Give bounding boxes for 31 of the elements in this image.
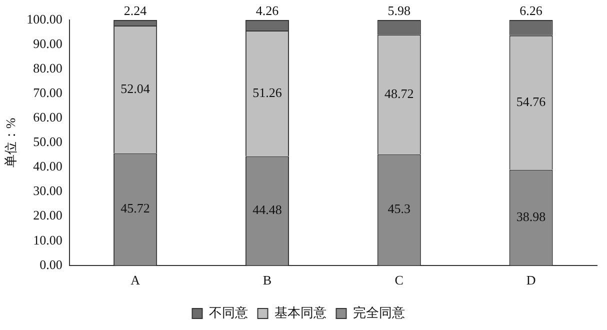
data-label: 44.48 bbox=[252, 202, 282, 218]
y-tick-label: 10.00 bbox=[33, 232, 62, 248]
y-axis-title: 单位：% bbox=[3, 118, 18, 168]
y-tick-label: 50.00 bbox=[33, 134, 62, 150]
x-tick-label: D bbox=[526, 272, 536, 288]
data-label: 51.26 bbox=[252, 84, 282, 100]
legend-label: 完全同意 bbox=[352, 304, 405, 320]
data-label: 4.26 bbox=[256, 2, 280, 18]
x-tick-label: B bbox=[262, 272, 272, 288]
data-label: 6.26 bbox=[520, 2, 543, 18]
data-label: 45.72 bbox=[120, 200, 150, 216]
x-tick-label: A bbox=[130, 272, 141, 288]
legend-label: 不同意 bbox=[208, 304, 248, 320]
y-tick-label: 80.00 bbox=[33, 60, 62, 76]
data-label: 48.72 bbox=[384, 86, 414, 101]
y-tick-label: 70.00 bbox=[33, 85, 62, 100]
data-label: 52.04 bbox=[120, 80, 150, 96]
y-tick-label: 20.00 bbox=[33, 208, 62, 223]
data-label: 5.98 bbox=[388, 2, 411, 18]
y-tick-label: 0.00 bbox=[40, 256, 62, 272]
y-tick-label: 90.00 bbox=[33, 36, 62, 51]
legend-label: 基本同意 bbox=[274, 304, 326, 320]
y-tick-label: 60.00 bbox=[33, 110, 62, 125]
data-label: 2.24 bbox=[124, 2, 148, 18]
y-tick-label: 40.00 bbox=[33, 158, 62, 174]
y-tick-label: 30.00 bbox=[33, 183, 62, 198]
y-tick-label: 100.00 bbox=[26, 11, 62, 26]
data-label: 45.3 bbox=[388, 201, 411, 216]
data-label: 54.76 bbox=[516, 94, 546, 109]
x-tick-label: C bbox=[394, 272, 404, 288]
data-label: 38.98 bbox=[516, 208, 546, 224]
